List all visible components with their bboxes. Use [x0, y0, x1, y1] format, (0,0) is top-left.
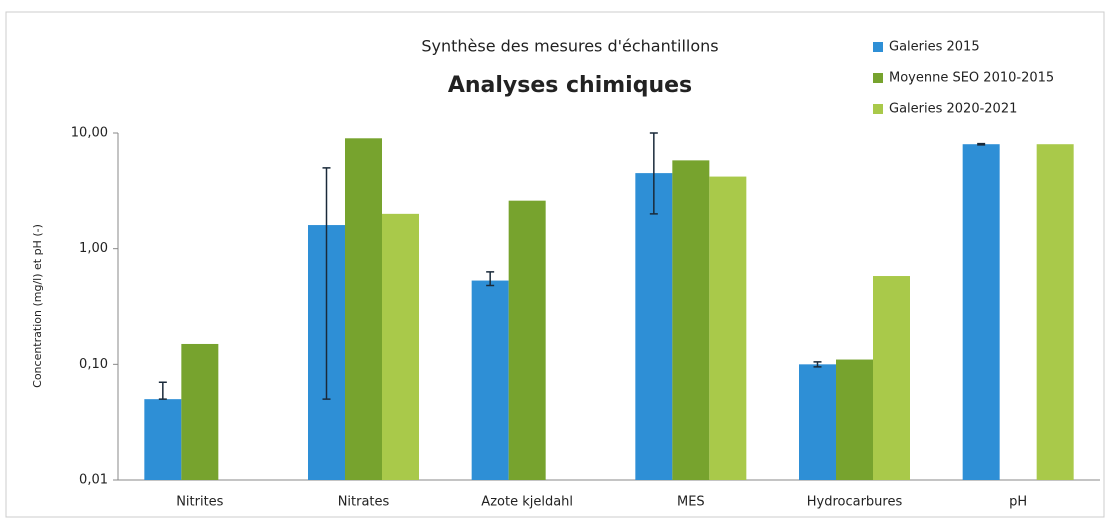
bar	[873, 276, 910, 480]
legend-swatch	[873, 42, 883, 52]
x-tick-label: pH	[1009, 495, 1027, 510]
legend-swatch	[873, 104, 883, 114]
chart-title: Analyses chimiques	[448, 73, 692, 98]
legend-swatch	[873, 73, 883, 83]
x-tick-label: Nitrates	[338, 495, 390, 510]
legend-label: Galeries 2020-2021	[889, 102, 1017, 117]
x-tick-label: MES	[677, 495, 705, 510]
bar	[1036, 144, 1074, 480]
error-bar	[977, 142, 986, 146]
error-bar	[322, 167, 331, 400]
bar	[382, 213, 419, 480]
x-tick-label: Azote kjeldahl	[481, 495, 573, 510]
y-tick-label: 0,01	[79, 473, 108, 488]
error-bar	[158, 381, 167, 400]
y-tick-label: 1,00	[79, 241, 108, 256]
x-tick-label: Hydrocarbures	[807, 495, 903, 510]
bar	[508, 200, 546, 480]
bar	[144, 399, 182, 480]
bar	[181, 343, 219, 480]
y-axis-label: Concentration (mg/l) et pH (-)	[31, 224, 44, 388]
legend-label: Galeries 2015	[889, 40, 980, 55]
error-bar	[649, 132, 658, 215]
bar	[799, 364, 836, 480]
y-tick-label: 0,10	[79, 357, 108, 372]
legend-label: Moyenne SEO 2010-2015	[889, 71, 1054, 86]
bar	[635, 173, 673, 480]
error-bar	[813, 361, 822, 368]
chart-subtitle: Synthèse des mesures d'échantillons	[421, 37, 718, 56]
y-tick-label: 10,00	[71, 126, 108, 141]
bar	[962, 144, 1000, 480]
bar	[836, 359, 873, 480]
bar	[672, 160, 710, 480]
bar	[471, 280, 509, 480]
error-bar	[486, 271, 495, 287]
bar	[345, 138, 382, 481]
x-tick-label: Nitrites	[176, 495, 223, 510]
bar	[709, 176, 747, 480]
